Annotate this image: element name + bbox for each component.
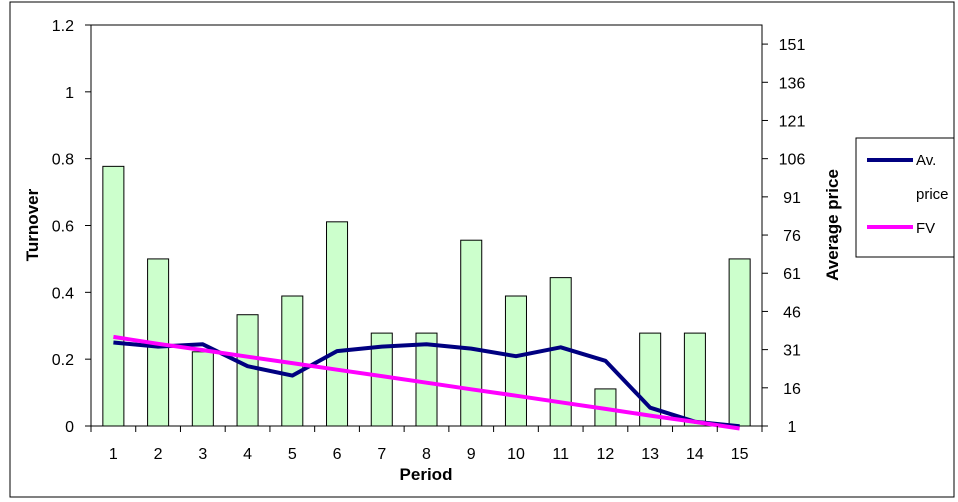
y-tick-label: 0.2 xyxy=(52,352,74,369)
y2-tick-label: 16 xyxy=(783,381,801,398)
y2-tick-label: 61 xyxy=(783,266,801,283)
turnover-bar xyxy=(326,221,349,427)
x-tick-label: 11 xyxy=(552,446,569,463)
y2-tick-label: 151 xyxy=(779,37,806,54)
x-tick-label: 15 xyxy=(731,446,749,463)
y2-tick-label: 1 xyxy=(788,419,797,436)
x-tick-label: 12 xyxy=(597,446,615,463)
legend-label-fv: FV xyxy=(916,220,935,237)
turnover-bar xyxy=(728,258,751,427)
y2-tick-label: 76 xyxy=(783,228,801,245)
x-tick-label: 7 xyxy=(377,446,386,463)
y-axis-title: Turnover xyxy=(23,188,42,261)
y-axis-right: 1 16 31 46 61 76 91 106 121 136 151 xyxy=(762,37,805,436)
legend-label-av-price-2: price xyxy=(916,186,949,203)
turnover-bar xyxy=(191,351,214,427)
y2-tick-label: 31 xyxy=(783,343,801,360)
turnover-bars xyxy=(102,165,751,427)
y2-tick-label: 106 xyxy=(779,152,806,169)
turnover-bar xyxy=(102,165,125,427)
turnover-bar xyxy=(683,332,706,427)
y2-tick-label: 136 xyxy=(779,75,806,92)
fv-line xyxy=(113,334,740,431)
x-tick-label: 3 xyxy=(198,446,207,463)
y2-tick-label: 121 xyxy=(779,113,806,130)
x-tick-label: 9 xyxy=(467,446,476,463)
legend-label-av-price-1: Av. xyxy=(916,152,936,169)
y-tick-label: 0 xyxy=(65,419,74,436)
y-axis-left: 0 0.2 0.4 0.6 0.8 1 1.2 xyxy=(52,18,91,436)
turnover-bar xyxy=(504,295,527,427)
x-tick-label: 10 xyxy=(507,446,525,463)
x-tick-label: 13 xyxy=(641,446,659,463)
turnover-bar xyxy=(415,332,438,427)
x-axis-title: Period xyxy=(400,465,453,484)
y-tick-label: 1 xyxy=(65,85,74,102)
legend: Av. price FV xyxy=(855,137,955,258)
turnover-bar xyxy=(236,314,259,427)
x-tick-label: 14 xyxy=(686,446,704,463)
y2-tick-label: 91 xyxy=(783,190,801,207)
y-tick-label: 1.2 xyxy=(52,18,74,35)
x-tick-label: 5 xyxy=(288,446,297,463)
x-tick-label: 4 xyxy=(243,446,252,463)
x-tick-label: 6 xyxy=(333,446,342,463)
x-axis: 1 2 3 4 5 6 7 8 9 10 11 12 13 14 15 xyxy=(90,426,763,463)
legend-box xyxy=(855,137,955,258)
y-tick-label: 0.6 xyxy=(52,219,74,236)
y-tick-label: 0.8 xyxy=(52,152,74,169)
x-tick-label: 2 xyxy=(154,446,163,463)
turnover-bar xyxy=(460,239,483,427)
y2-axis-title: Average price xyxy=(823,169,842,281)
price-lines xyxy=(113,334,740,431)
x-tick-label: 1 xyxy=(109,446,118,463)
y2-tick-label: 46 xyxy=(783,304,801,321)
y-tick-label: 0.4 xyxy=(52,285,74,302)
x-tick-label: 8 xyxy=(422,446,431,463)
